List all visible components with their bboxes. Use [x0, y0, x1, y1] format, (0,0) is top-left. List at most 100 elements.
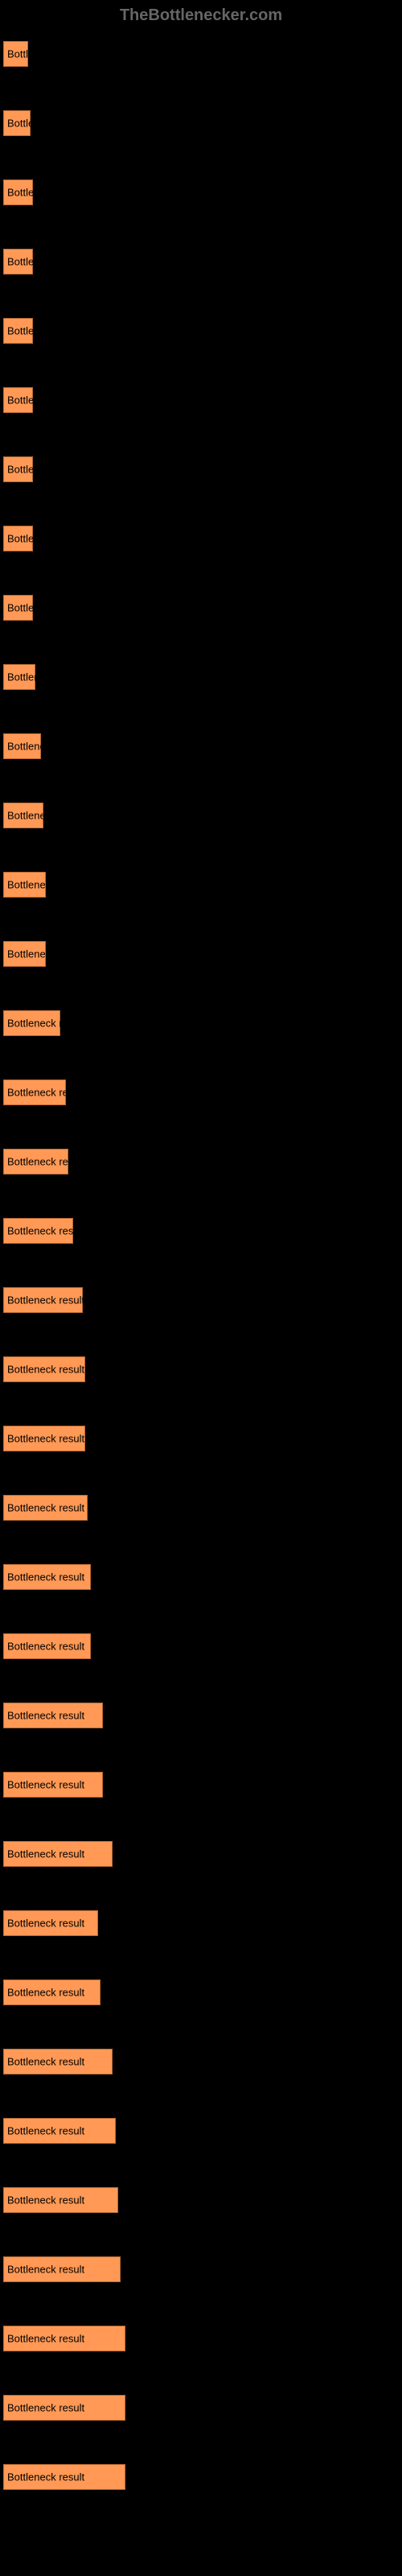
bar-label: Bottlene	[7, 325, 46, 337]
bar-label: Bottlene	[7, 187, 46, 199]
bar-row: Bottleneck result	[3, 1772, 399, 1798]
bar-value: 4	[128, 2471, 133, 2483]
bar: Bottlen	[3, 110, 31, 136]
bar-label: Bottleneck result	[7, 1571, 84, 1583]
bar: Bottleneck result	[3, 1287, 83, 1313]
bar-row: Bottleneck result	[3, 1703, 399, 1728]
bar-label: Bottleneck result	[7, 2194, 84, 2207]
bar-row: 4 Bottleneck result	[3, 2464, 399, 2490]
bar-label: Bottleneck result	[7, 2402, 84, 2414]
bar-label: Bottleneck result	[7, 2333, 84, 2345]
bar-row: Bottlene	[3, 387, 399, 413]
bar-value: 49	[128, 2402, 139, 2414]
bar: Bottleneck result	[3, 2326, 125, 2351]
bar-value: 4	[121, 2194, 126, 2207]
bar: Bottlene	[3, 526, 33, 551]
bar: Bottleneck result	[3, 2118, 116, 2144]
bar-row: 4Bottleneck result	[3, 2049, 399, 2074]
bar-row: 4 Bottleneck result	[3, 2256, 399, 2282]
bar-label: Bottleneck result	[7, 1710, 84, 1722]
bar-label: Bottleneck result	[7, 1364, 84, 1376]
bar: Bottleneck result	[3, 2464, 125, 2490]
bar-label: Bottleneck	[7, 810, 56, 822]
bar: Bottleneck result	[3, 2049, 113, 2074]
bar-value: 4	[123, 2264, 129, 2276]
bar-row: Bottleneck	[3, 872, 399, 898]
bar-row: Bottleneck resu	[3, 1010, 399, 1036]
bar: Bottlene	[3, 180, 33, 205]
bar: Bottleneck result	[3, 2395, 125, 2421]
bar-row: Bottlene	[3, 180, 399, 205]
bar-label: Bottleneck result	[7, 2471, 84, 2483]
bar: Bottlene	[3, 456, 33, 482]
bar-label: Bottleneck result	[7, 1848, 84, 1860]
bar-label: Bottlene	[7, 464, 46, 476]
bar-label: Bottleneck result	[7, 1087, 84, 1099]
bar-row: Bottlen	[3, 110, 399, 136]
bar: Bottleneck result	[3, 1772, 103, 1798]
bar-row: Bottleneck result	[3, 1218, 399, 1244]
bar-label: Bottleneck result	[7, 2264, 84, 2276]
bar: Bottleneck result	[3, 1564, 91, 1590]
bar-label: Bottleneck	[7, 879, 56, 891]
bar-row: Bottleneck	[3, 941, 399, 967]
bar: Bottleneck result	[3, 1218, 73, 1244]
bar: Bottleneck result	[3, 2256, 121, 2282]
bar-row: Bottlene	[3, 456, 399, 482]
bar-label: Bottleneck result	[7, 1779, 84, 1791]
bar-label: Bottlenec	[7, 671, 51, 683]
bar-row: Bottleneck result	[3, 1426, 399, 1451]
bar: Bottleneck result	[3, 1841, 113, 1867]
bar-value: 4	[115, 2056, 121, 2068]
bar-row: Bottle	[3, 41, 399, 67]
bar: Bottle	[3, 41, 28, 67]
bar-label: Bottleneck result	[7, 1641, 84, 1653]
bar: Bottleneck	[3, 803, 43, 828]
bar-row: 4 Bottleneck result	[3, 2118, 399, 2144]
bar-value: 4	[115, 1848, 121, 1860]
bar-label: Bottlene	[7, 533, 46, 545]
bar-label: Bottlene	[7, 394, 46, 407]
bar-row: Bottleneck result	[3, 1979, 399, 2005]
bar-label: Bottleneck result	[7, 1502, 84, 1514]
bar-value: 49	[128, 2333, 139, 2345]
bar-row: Bottleneck result	[3, 1287, 399, 1313]
bar: Bottlene	[3, 249, 33, 275]
bar: Bottleneck result	[3, 1495, 88, 1521]
bar-label: Bottleneck	[7, 741, 56, 753]
bar-row: Bottlene	[3, 526, 399, 551]
bar: Bottleneck result	[3, 2187, 118, 2213]
bar-row: Bottleneck result	[3, 1080, 399, 1105]
bottleneck-chart: BottleBottlenBottleneBottleneBottleneBot…	[0, 41, 402, 2549]
bar-row: Bottlenec	[3, 664, 399, 690]
bar: Bottlene	[3, 595, 33, 621]
bar: Bottleneck	[3, 872, 46, 898]
bar: Bottlenec	[3, 664, 35, 690]
bar-label: Bottleneck result	[7, 1156, 84, 1168]
bar: Bottleneck result	[3, 1703, 103, 1728]
bar-label: Bottleneck result	[7, 1225, 84, 1237]
bar-label: Bottleneck resu	[7, 1018, 80, 1030]
bar-label: Bottlene	[7, 256, 46, 268]
bar-row: Bottlene	[3, 318, 399, 344]
bar: Bottleneck	[3, 733, 41, 759]
page-title: TheBottlenecker.com	[0, 0, 402, 41]
bar-row: Bottleneck result	[3, 1633, 399, 1659]
bar-label: Bottleneck result	[7, 1987, 84, 1999]
bar: Bottleneck	[3, 941, 46, 967]
bar-value: 4	[118, 2125, 124, 2137]
bar-row: Bottleneck	[3, 803, 399, 828]
bar-row: Bottlene	[3, 249, 399, 275]
bar-row: Bottleneck	[3, 733, 399, 759]
bar: Bottleneck result	[3, 1979, 100, 2005]
bar-label: Bottleneck result	[7, 2125, 84, 2137]
bar-row: Bottleneck result	[3, 1495, 399, 1521]
bar-label: Bottleneck result	[7, 1918, 84, 1930]
bar-row: 49 Bottleneck result	[3, 2326, 399, 2351]
bar-label: Bottlene	[7, 602, 46, 614]
bar: Bottleneck resu	[3, 1010, 60, 1036]
bar: Bottleneck result	[3, 1149, 68, 1174]
bar: Bottleneck result	[3, 1633, 91, 1659]
bar-row: Bottleneck result	[3, 1910, 399, 1936]
bar-row: Bottleneck result	[3, 1356, 399, 1382]
